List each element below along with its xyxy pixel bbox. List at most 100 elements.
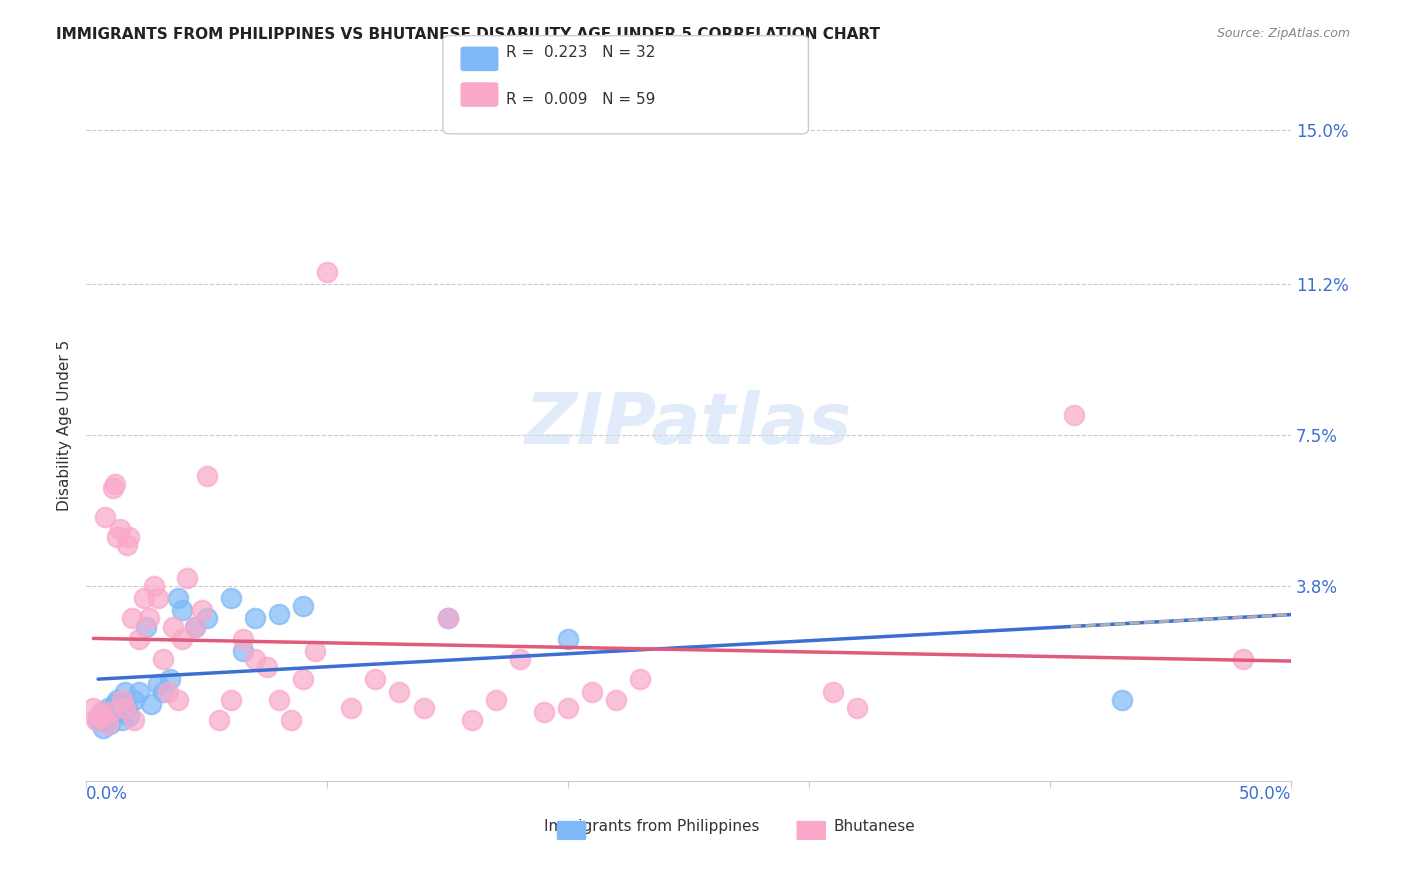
Point bbox=[148, 676, 170, 690]
Point bbox=[436, 611, 458, 625]
Point bbox=[157, 684, 180, 698]
Point bbox=[121, 611, 143, 625]
Point bbox=[82, 701, 104, 715]
Point bbox=[364, 673, 387, 687]
Point bbox=[162, 619, 184, 633]
Point bbox=[267, 693, 290, 707]
Point bbox=[91, 709, 114, 723]
Point bbox=[114, 701, 136, 715]
Point bbox=[124, 693, 146, 707]
Text: IMMIGRANTS FROM PHILIPPINES VS BHUTANESE DISABILITY AGE UNDER 5 CORRELATION CHAR: IMMIGRANTS FROM PHILIPPINES VS BHUTANESE… bbox=[56, 27, 880, 42]
Point bbox=[243, 652, 266, 666]
Point bbox=[191, 603, 214, 617]
Point bbox=[97, 717, 120, 731]
Point bbox=[243, 611, 266, 625]
Point bbox=[128, 684, 150, 698]
Point bbox=[111, 693, 134, 707]
Text: R =  0.009   N = 59: R = 0.009 N = 59 bbox=[506, 92, 655, 106]
Point bbox=[172, 603, 194, 617]
Point bbox=[148, 591, 170, 605]
Text: 0.0%: 0.0% bbox=[86, 785, 128, 803]
Point bbox=[461, 713, 484, 727]
Point bbox=[104, 477, 127, 491]
Text: 50.0%: 50.0% bbox=[1239, 785, 1291, 803]
Point bbox=[94, 509, 117, 524]
Point bbox=[340, 701, 363, 715]
Point bbox=[267, 607, 290, 622]
Point bbox=[87, 713, 110, 727]
Text: Source: ZipAtlas.com: Source: ZipAtlas.com bbox=[1216, 27, 1350, 40]
Text: R =  0.223   N = 32: R = 0.223 N = 32 bbox=[506, 45, 655, 60]
Point bbox=[84, 713, 107, 727]
Point bbox=[118, 709, 141, 723]
Point bbox=[107, 693, 129, 707]
Point bbox=[412, 701, 434, 715]
Point bbox=[91, 722, 114, 736]
Point bbox=[292, 599, 315, 614]
Point bbox=[846, 701, 869, 715]
Point bbox=[195, 468, 218, 483]
Point bbox=[219, 693, 242, 707]
Point bbox=[172, 632, 194, 646]
Point bbox=[166, 591, 188, 605]
Point bbox=[232, 632, 254, 646]
Point bbox=[219, 591, 242, 605]
Point bbox=[132, 591, 155, 605]
Text: ZIPatlas: ZIPatlas bbox=[524, 391, 852, 459]
Point bbox=[388, 684, 411, 698]
Point bbox=[232, 644, 254, 658]
Point bbox=[183, 619, 205, 633]
Point bbox=[280, 713, 302, 727]
Point bbox=[111, 713, 134, 727]
Point bbox=[142, 579, 165, 593]
Point bbox=[115, 538, 138, 552]
Point bbox=[101, 709, 124, 723]
Point bbox=[107, 530, 129, 544]
Point bbox=[485, 693, 508, 707]
Point bbox=[152, 652, 174, 666]
Point bbox=[108, 705, 131, 719]
Point bbox=[159, 673, 181, 687]
Point bbox=[98, 705, 121, 719]
Point bbox=[292, 673, 315, 687]
Point bbox=[135, 619, 157, 633]
Point bbox=[1232, 652, 1254, 666]
Text: Immigrants from Philippines: Immigrants from Philippines bbox=[544, 819, 759, 834]
Point bbox=[141, 697, 163, 711]
Point bbox=[256, 660, 278, 674]
Point bbox=[124, 713, 146, 727]
Point bbox=[557, 632, 579, 646]
Point bbox=[138, 611, 160, 625]
Point bbox=[509, 652, 531, 666]
Point bbox=[152, 684, 174, 698]
Point bbox=[98, 717, 121, 731]
Point bbox=[304, 644, 326, 658]
Y-axis label: Disability Age Under 5: Disability Age Under 5 bbox=[58, 339, 72, 510]
Point bbox=[630, 673, 652, 687]
Point bbox=[581, 684, 603, 698]
Text: Bhutanese: Bhutanese bbox=[834, 819, 915, 834]
Point bbox=[118, 530, 141, 544]
Point bbox=[166, 693, 188, 707]
Point bbox=[101, 481, 124, 495]
Point bbox=[114, 684, 136, 698]
Point bbox=[823, 684, 845, 698]
Point bbox=[557, 701, 579, 715]
Point bbox=[104, 697, 127, 711]
Point bbox=[208, 713, 231, 727]
Point bbox=[436, 611, 458, 625]
Point bbox=[94, 705, 117, 719]
Point bbox=[108, 522, 131, 536]
Point bbox=[316, 265, 339, 279]
Point bbox=[87, 709, 110, 723]
Point bbox=[128, 632, 150, 646]
Point bbox=[90, 705, 112, 719]
Point bbox=[115, 701, 138, 715]
Point bbox=[605, 693, 627, 707]
Point bbox=[1063, 408, 1085, 422]
Point bbox=[176, 571, 198, 585]
Point bbox=[533, 705, 555, 719]
Point bbox=[97, 701, 120, 715]
Point bbox=[183, 619, 205, 633]
Point bbox=[1111, 693, 1133, 707]
